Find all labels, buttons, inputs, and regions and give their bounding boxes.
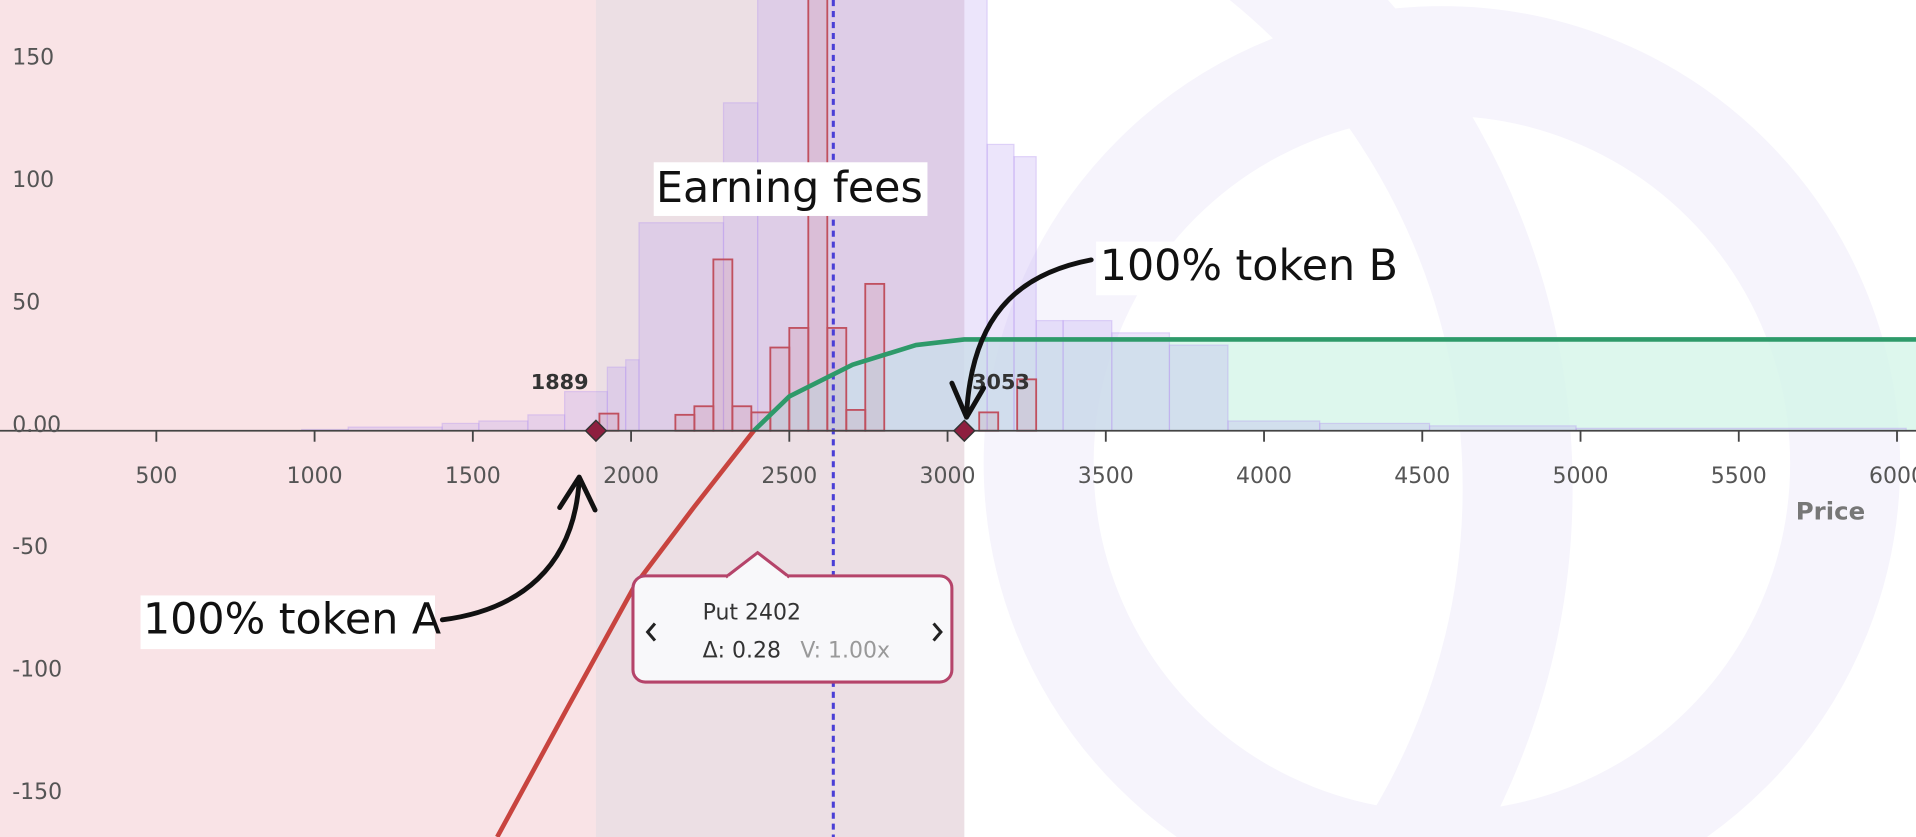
position-bar xyxy=(731,405,753,432)
histogram-bar xyxy=(638,222,725,432)
position-bar xyxy=(788,327,810,432)
y-tick-label: 150 xyxy=(12,46,54,71)
position-bar xyxy=(845,409,867,432)
tooltip-line: Δ: 0.28 xyxy=(703,639,781,664)
x-tick-label: 2000 xyxy=(603,464,659,489)
x-tick-label: 5500 xyxy=(1711,464,1767,489)
position-bar xyxy=(674,413,696,432)
y-tick-label: 50 xyxy=(12,290,40,315)
x-tick-label: 6000 xyxy=(1869,464,1916,489)
annotation-box xyxy=(653,162,928,216)
annotation: 100% token B xyxy=(1100,241,1398,291)
payoff-line xyxy=(752,337,1916,433)
histogram-bar xyxy=(1168,344,1229,432)
tooltip-title: Put 2402 xyxy=(703,601,801,626)
range-marker xyxy=(952,419,976,443)
annotation: 100% token A xyxy=(143,595,441,645)
y-tick-label: -150 xyxy=(12,780,62,805)
prev-button[interactable] xyxy=(645,622,657,642)
range-marker xyxy=(584,419,608,443)
histogram-bar xyxy=(478,420,529,432)
out-of-range-region xyxy=(0,0,596,837)
arrows xyxy=(439,257,1094,623)
histogram-bar xyxy=(1227,420,1321,432)
y-tick-label: -50 xyxy=(12,535,48,560)
position-bar xyxy=(826,327,848,432)
x-tick-label: 4000 xyxy=(1236,464,1292,489)
x-tick-label: 2500 xyxy=(761,464,817,489)
histogram-bar xyxy=(1111,332,1171,432)
histogram-bar xyxy=(527,414,566,432)
x-axis-label: Price xyxy=(1796,496,1865,525)
annotation: Earning fees xyxy=(656,163,923,213)
histogram-bar xyxy=(625,359,640,432)
x-tick-label: 500 xyxy=(135,464,177,489)
next-button[interactable] xyxy=(932,622,943,642)
x-tick-label: 5000 xyxy=(1553,464,1609,489)
tooltip-box xyxy=(631,574,954,684)
y-tick-label: 100 xyxy=(12,168,54,193)
x-tick-label: 1000 xyxy=(287,464,343,489)
annotation-box xyxy=(1096,241,1392,296)
histogram-bar xyxy=(722,102,759,432)
y-tick-label: 0.00 xyxy=(12,413,61,438)
annotation-box xyxy=(140,595,436,650)
x-tick-label: 1500 xyxy=(445,464,501,489)
range-label: 1889 xyxy=(531,370,589,394)
x-tick-label: 3500 xyxy=(1078,464,1134,489)
tooltip[interactable]: Put 2402 Δ: 0.28 V: 1.00x xyxy=(631,550,954,684)
profit-area xyxy=(753,339,1916,431)
y-tick-label: -100 xyxy=(12,658,62,683)
histogram-bar xyxy=(986,143,1015,432)
position-bar xyxy=(978,411,1000,432)
range-label: 3053 xyxy=(972,370,1030,394)
histogram-bar xyxy=(441,422,480,432)
position-bar xyxy=(769,346,791,432)
histogram-bar xyxy=(1035,319,1064,432)
position-bar xyxy=(693,405,715,432)
x-tick-label: 3000 xyxy=(920,464,976,489)
position-bar xyxy=(712,258,734,432)
histogram-bar xyxy=(1319,422,1431,432)
tooltip-line: V: 1.00x xyxy=(800,639,890,664)
tooltip-pointer xyxy=(724,550,791,579)
histogram-bar xyxy=(1062,319,1113,432)
x-tick-label: 4500 xyxy=(1394,464,1450,489)
